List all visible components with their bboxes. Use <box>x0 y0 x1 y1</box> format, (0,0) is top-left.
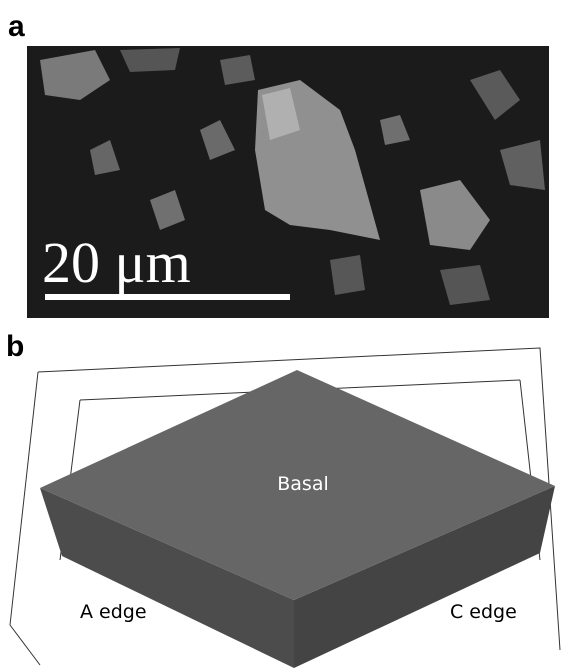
figure: a 20 μm b Basal A edge C edge <box>0 0 561 670</box>
micrograph: 20 μm <box>27 46 549 318</box>
slab <box>40 370 555 668</box>
face-label: C edge <box>450 601 517 623</box>
panel-label: a <box>8 10 25 43</box>
face-label: Basal <box>277 473 329 495</box>
scale-bar-label: 20 μm <box>42 230 191 295</box>
panel-label: b <box>6 330 24 363</box>
face-label: A edge <box>80 601 147 623</box>
